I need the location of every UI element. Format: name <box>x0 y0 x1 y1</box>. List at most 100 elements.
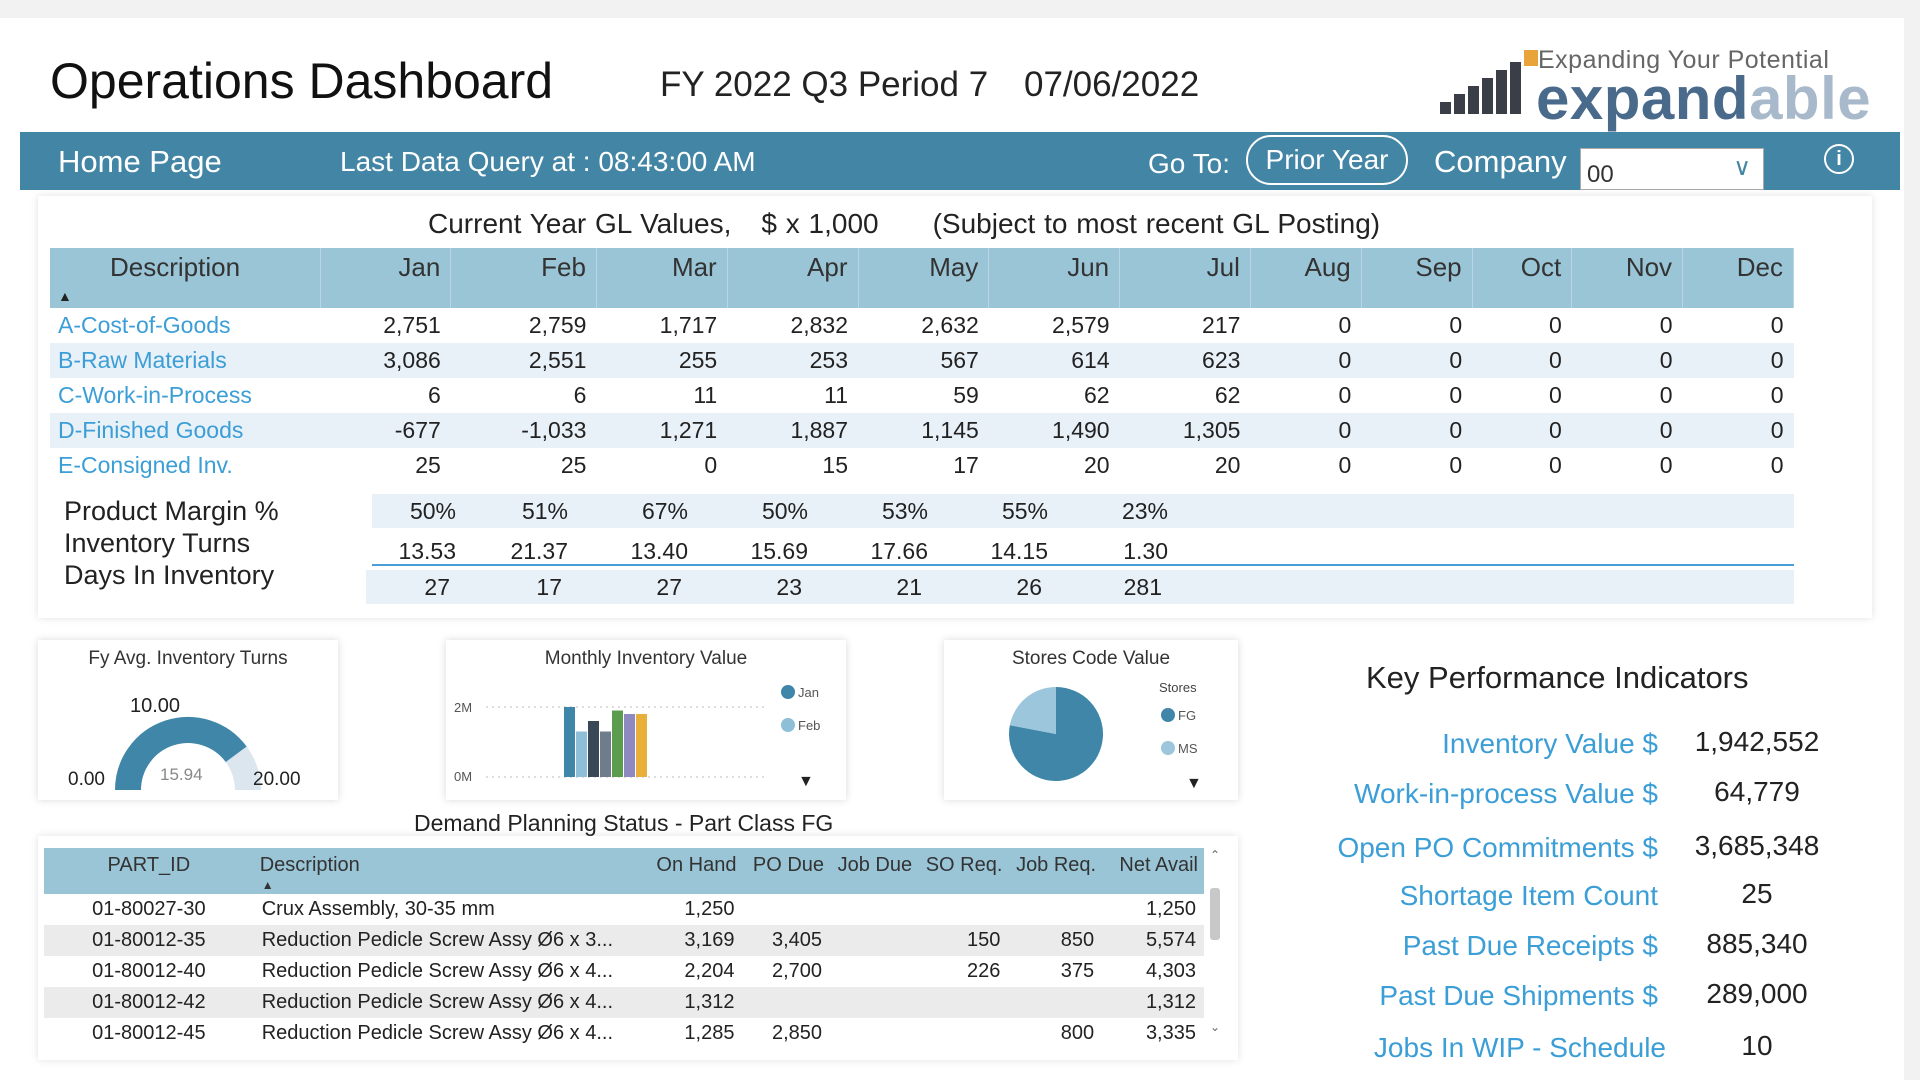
dp-column-header[interactable]: On Hand <box>640 848 743 894</box>
kpi-label[interactable]: Jobs In WIP - Schedule <box>1373 1032 1666 1063</box>
gl-cell: 25 <box>560 452 587 478</box>
part-id-cell: 01-80012-42 <box>44 987 254 1018</box>
table-row[interactable]: 01-80012-40 Reduction Pedicle Screw Assy … <box>44 956 1204 987</box>
kpi-label[interactable]: Work-in-process Value $ <box>1354 778 1658 809</box>
legend-label[interactable]: MS <box>1178 741 1198 756</box>
kpi-label[interactable]: Inventory Value $ <box>1442 728 1658 759</box>
summary-cell: 21 <box>896 574 922 600</box>
kpi-label[interactable]: Shortage Item Count <box>1399 880 1658 911</box>
dp-cell <box>830 987 919 1018</box>
bar-jun[interactable] <box>624 714 635 777</box>
legend-label[interactable]: Jan <box>798 685 819 700</box>
scroll-down-icon[interactable]: ⌄ <box>1209 1020 1221 1034</box>
gl-cell: 62 <box>1214 382 1241 408</box>
dp-column-header[interactable]: PO Due <box>742 848 831 894</box>
scroll-up-icon[interactable]: ⌃ <box>1209 848 1221 862</box>
kpi-label[interactable]: Open PO Commitments $ <box>1337 832 1658 863</box>
column-header-month[interactable]: Nov <box>1571 248 1684 308</box>
column-header-month[interactable]: Dec <box>1682 248 1794 308</box>
gl-row-label[interactable]: D-Finished Goods <box>50 413 320 448</box>
gl-row-label[interactable]: E-Consigned Inv. <box>58 452 233 478</box>
kpi-value: 10 <box>1741 1030 1773 1061</box>
dp-cell <box>918 894 1008 925</box>
column-header-month[interactable]: Oct <box>1472 248 1573 308</box>
bar-jul[interactable] <box>636 714 647 777</box>
dp-column-header[interactable]: SO Req. <box>918 848 1009 894</box>
dp-cell: 1,250 <box>1145 898 1196 920</box>
table-row[interactable]: 01-80012-35 Reduction Pedicle Screw Assy … <box>44 925 1204 956</box>
ytick-bottom: 0M <box>454 769 472 784</box>
demand-table-scrollbar[interactable]: ⌃ ⌄ <box>1208 848 1222 1040</box>
bar-feb[interactable] <box>576 731 587 778</box>
gl-cell: 11 <box>824 382 849 408</box>
bar-jan[interactable] <box>564 707 575 777</box>
dp-cell <box>1008 894 1102 925</box>
gl-cell: 253 <box>727 343 859 378</box>
company-select[interactable]: 00 ∨ <box>1580 148 1764 190</box>
table-row[interactable]: 01-80027-30 Crux Assembly, 30-35 mm 1,250 1… <box>44 894 1204 925</box>
info-icon[interactable]: i <box>1824 144 1854 174</box>
column-header-month[interactable]: Jul <box>1119 248 1251 308</box>
kpi-label[interactable]: Past Due Receipts $ <box>1402 930 1658 961</box>
monthly-title: Monthly Inventory Value <box>544 648 748 669</box>
column-header-month[interactable]: Feb <box>450 248 597 308</box>
summary-cell: 67% <box>641 498 688 524</box>
gl-cell: 11 <box>693 382 718 408</box>
column-header-month[interactable]: Jun <box>988 248 1121 308</box>
table-row[interactable]: 01-80012-42 Reduction Pedicle Screw Assy … <box>44 987 1204 1018</box>
column-header-description[interactable]: Description ▲ <box>50 248 321 308</box>
gl-row-label[interactable]: B-Raw Materials <box>50 343 320 378</box>
inventory-turns-gauge-card[interactable]: Fy Avg. Inventory Turns 10.00 15.94 0.00… <box>38 640 338 800</box>
summary-cell: 1.30 <box>1123 538 1168 564</box>
prior-year-button[interactable]: Prior Year <box>1246 135 1408 185</box>
column-header-month[interactable]: Jan <box>320 248 452 308</box>
gl-cell: 0 <box>1770 452 1784 478</box>
gl-row: A-Cost-of-Goods 2,751 2,759 1,717 2,832 2,632… <box>50 308 1794 343</box>
summary-cell: 281 <box>1123 574 1162 600</box>
dp-cell: 375 <box>1060 960 1095 982</box>
dp-column-header[interactable]: Net Avail <box>1102 848 1204 894</box>
bar-apr[interactable] <box>600 731 611 778</box>
dp-column-header[interactable]: Job Due <box>830 848 919 894</box>
dp-cell <box>742 894 830 925</box>
gl-cell: 2,832 <box>790 312 849 338</box>
gl-cell: 0 <box>1449 382 1463 408</box>
stores-title: Stores Code Value <box>1011 648 1171 669</box>
part-id-cell: 01-80012-35 <box>44 925 254 956</box>
column-header-month[interactable]: Sep <box>1361 248 1473 308</box>
gl-cell: 0 <box>1548 312 1562 338</box>
legend-more-icon[interactable]: ▼ <box>1186 775 1202 792</box>
column-header-month[interactable]: Aug <box>1250 248 1362 308</box>
kpi-label[interactable]: Past Due Shipments $ <box>1379 980 1658 1011</box>
gl-row-label[interactable]: A-Cost-of-Goods <box>58 312 231 338</box>
gl-row-label[interactable]: C-Work-in-Process <box>58 382 252 408</box>
dp-column-header[interactable]: PART_ID <box>44 848 254 894</box>
monthly-inventory-card[interactable]: Monthly Inventory Value 2M 0M Jan Feb ▼ <box>446 640 846 800</box>
gl-cell: 0 <box>1361 343 1473 378</box>
dp-column-header[interactable]: Job Req. <box>1008 848 1103 894</box>
gl-cell: 623 <box>1119 343 1251 378</box>
dp-cell <box>918 987 1009 1018</box>
bar-may[interactable] <box>612 710 623 778</box>
summary-cell: 14.15 <box>990 538 1048 564</box>
column-header-month[interactable]: May <box>858 248 990 308</box>
pie-slice-ms[interactable] <box>1009 687 1056 734</box>
dp-column-label: SO Req. <box>925 853 1003 876</box>
stores-code-card[interactable]: Stores Code Value Stores FG MS ▼ <box>944 640 1238 800</box>
dp-cell: 226 <box>967 960 1001 982</box>
legend-label[interactable]: Feb <box>798 718 820 733</box>
column-header-month[interactable]: Apr <box>727 248 859 308</box>
legend-more-icon[interactable]: ▼ <box>798 773 814 790</box>
legend-label[interactable]: FG <box>1178 708 1196 723</box>
table-row[interactable]: 01-80012-45 Reduction Pedicle Screw Assy … <box>44 1018 1204 1049</box>
dp-column-label: PART_ID <box>107 853 191 876</box>
bar-mar[interactable] <box>588 721 599 777</box>
dp-column-header[interactable]: Description ▲ <box>253 848 641 894</box>
gl-cell: 217 <box>1202 312 1241 338</box>
kpi-value: 885,340 <box>1706 928 1808 959</box>
column-header-month[interactable]: Mar <box>596 248 728 308</box>
home-page-link[interactable]: Home Page <box>58 144 222 179</box>
summary-label: Days In Inventory <box>64 560 275 590</box>
scroll-thumb[interactable] <box>1210 888 1220 940</box>
dp-cell <box>742 987 831 1018</box>
